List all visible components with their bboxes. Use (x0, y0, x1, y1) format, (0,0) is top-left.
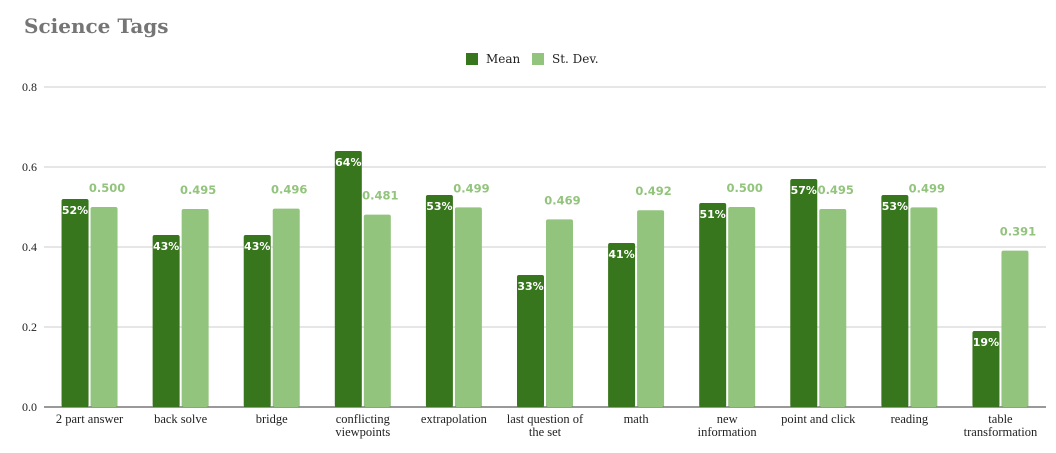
bar-mean (881, 195, 909, 407)
bar-mean (152, 235, 180, 407)
legend-label-0: Mean (486, 52, 521, 66)
bar-mean (334, 151, 362, 407)
x-tick-label: back solve (154, 412, 208, 426)
y-tick-label: 0.8 (22, 80, 37, 94)
legend-swatch-1 (532, 53, 544, 65)
x-tick-label: math (624, 412, 650, 426)
data-label-mean: 41% (608, 248, 634, 261)
data-label-mean: 33% (517, 280, 543, 293)
y-tick-label: 0.6 (22, 160, 37, 174)
bar-stdev (637, 210, 665, 407)
bar-mean (425, 195, 453, 407)
x-tick-label: new (717, 412, 738, 426)
x-tick-label: conflicting (336, 412, 391, 426)
y-tick-label: 0.4 (22, 240, 37, 254)
y-tick-label: 0.2 (22, 320, 37, 334)
bar-mean (61, 199, 89, 407)
bars: 52%0.50043%0.49543%0.49664%0.48153%0.499… (61, 151, 1036, 407)
bar-mean (699, 203, 727, 407)
bar-stdev (181, 209, 209, 407)
legend: Mean St. Dev. (466, 52, 599, 66)
x-tick-label: 2 part answer (56, 412, 124, 426)
x-tick-label: reading (891, 412, 929, 426)
bar-stdev (272, 208, 300, 407)
data-label-mean: 64% (335, 156, 361, 169)
x-tick-label: transformation (964, 425, 1038, 439)
bar-mean (243, 235, 271, 407)
bar-mean (517, 275, 544, 407)
data-label-mean: 51% (700, 208, 726, 221)
data-label-stdev: 0.500 (726, 181, 762, 195)
x-axis-labels: 2 part answer back solve bridge conflicting… (56, 412, 1038, 439)
bar-stdev (90, 207, 118, 407)
bar-stdev (819, 209, 847, 407)
bar-mean (608, 243, 636, 407)
data-label-stdev: 0.495 (180, 183, 216, 197)
bar-stdev (910, 207, 938, 407)
x-tick-label: point and click (781, 412, 856, 426)
chart-title: Science Tags (24, 14, 169, 38)
x-tick-label: extrapolation (421, 412, 488, 426)
data-label-mean: 53% (426, 200, 452, 213)
data-label-mean: 53% (882, 200, 908, 213)
data-label-mean: 43% (153, 240, 179, 253)
data-label-mean: 19% (973, 336, 999, 349)
bar-mean (972, 331, 1000, 407)
data-label-stdev: 0.492 (635, 184, 671, 198)
data-label-mean: 57% (791, 184, 817, 197)
data-label-stdev: 0.391 (1000, 225, 1036, 239)
bar-stdev (363, 214, 391, 407)
x-tick-label: viewpoints (335, 425, 390, 439)
data-label-stdev: 0.481 (362, 189, 398, 203)
bar-mean (790, 179, 818, 407)
bar-stdev (728, 207, 756, 407)
x-tick-label: information (698, 425, 758, 439)
x-tick-label: the set (529, 425, 562, 439)
data-label-mean: 52% (62, 204, 88, 217)
data-label-stdev: 0.496 (271, 183, 307, 197)
data-label-stdev: 0.469 (544, 193, 580, 207)
data-label-stdev: 0.499 (453, 181, 489, 195)
data-label-stdev: 0.500 (89, 181, 125, 195)
x-tick-label: last question of (507, 412, 584, 426)
data-label-stdev: 0.495 (818, 183, 854, 197)
data-label-mean: 43% (244, 240, 270, 253)
legend-label-1: St. Dev. (552, 52, 599, 66)
legend-swatch-0 (466, 53, 478, 65)
bar-stdev (546, 219, 573, 407)
y-tick-label: 0.0 (22, 400, 37, 414)
x-tick-label: table (988, 412, 1013, 426)
gridlines: 0.0 0.2 0.4 0.6 0.8 (22, 80, 1046, 414)
bar-stdev (454, 207, 482, 407)
x-tick-label: bridge (256, 412, 288, 426)
bar-stdev (1001, 250, 1029, 407)
data-label-stdev: 0.499 (909, 181, 945, 195)
